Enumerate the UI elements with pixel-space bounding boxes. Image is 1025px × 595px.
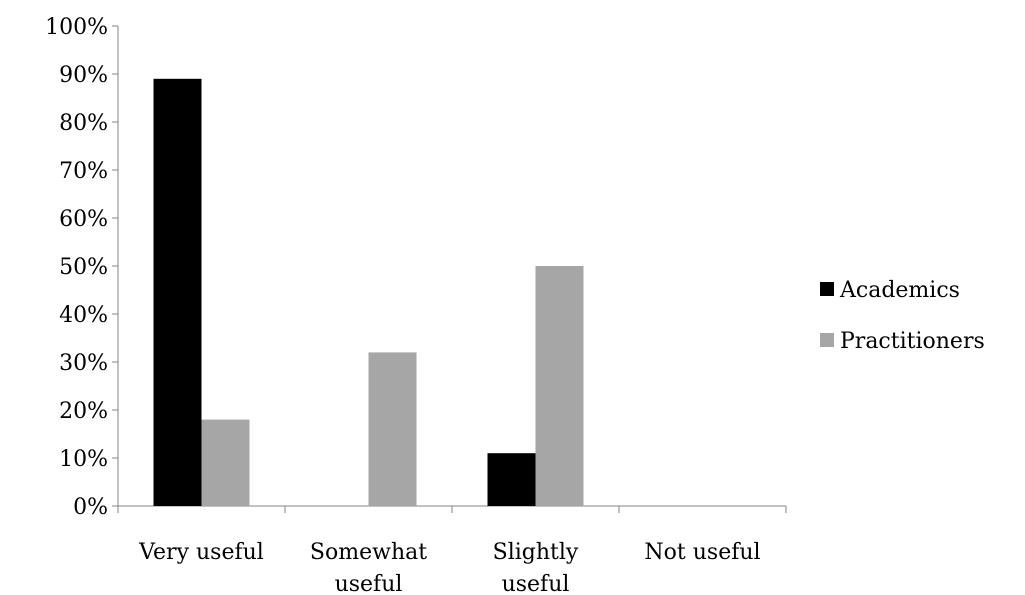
bar-practitioners-somewhat-useful — [368, 352, 417, 506]
y-tick-label: 10% — [59, 447, 108, 472]
x-category-label: useful — [502, 572, 570, 595]
y-tick-label: 80% — [59, 111, 108, 136]
legend-swatch-academics — [820, 282, 834, 296]
x-category-label: Somewhat — [310, 540, 427, 565]
y-tick-label: 30% — [59, 351, 108, 376]
legend-label-practitioners: Practitioners — [840, 329, 985, 354]
x-category-label: useful — [335, 572, 403, 595]
legend-label-academics: Academics — [839, 278, 960, 303]
legend: Academics Practitioners — [820, 278, 985, 354]
x-category-label: Slightly — [493, 540, 579, 565]
y-tick-label: 70% — [59, 159, 108, 184]
bar-practitioners-very-useful — [201, 419, 250, 506]
x-category-label: Not useful — [644, 540, 760, 565]
y-axis: 0% 10% 20% 30% 40% 50% 60% 70% 80% 90% 100% — [45, 15, 119, 520]
bar-practitioners-slightly-useful — [535, 266, 584, 506]
bar-academics-very-useful — [153, 78, 202, 507]
y-tick-label: 20% — [59, 399, 108, 424]
y-tick-label: 100% — [45, 15, 108, 40]
y-tick-label: 90% — [59, 63, 108, 88]
y-tick-label: 0% — [73, 495, 108, 520]
legend-swatch-practitioners — [820, 333, 834, 347]
y-tick-label: 40% — [59, 303, 108, 328]
x-axis: Very useful Somewhat useful Slightly useful N… — [117, 505, 787, 595]
x-category-label: Very useful — [138, 540, 264, 565]
y-tick-label: 60% — [59, 207, 108, 232]
bar-academics-slightly-useful — [487, 453, 536, 506]
y-tick-label: 50% — [59, 255, 108, 280]
bars — [153, 78, 584, 507]
